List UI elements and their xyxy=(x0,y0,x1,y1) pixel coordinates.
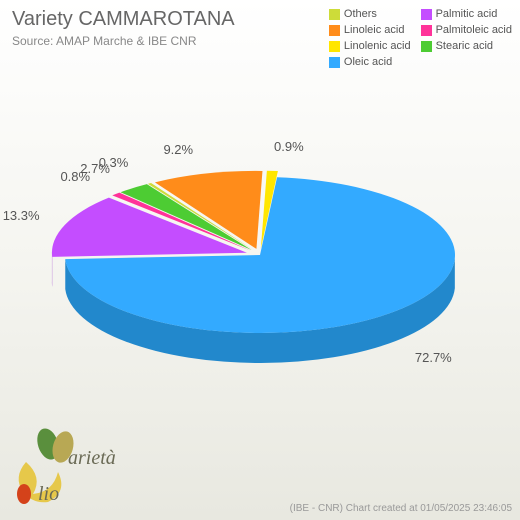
legend-label: Palmitic acid xyxy=(436,6,498,22)
slice-label: 0.9% xyxy=(274,139,304,154)
chart-subtitle: Source: AMAP Marche & IBE CNR xyxy=(12,34,197,48)
legend-item: Palmitoleic acid xyxy=(421,22,512,38)
legend-swatch xyxy=(329,25,340,36)
credit-line: (IBE - CNR) Chart created at 01/05/2025 … xyxy=(290,503,512,514)
logo-text-1: arietà xyxy=(68,447,116,469)
legend-item: Oleic acid xyxy=(329,54,411,70)
legend-label: Linolenic acid xyxy=(344,38,411,54)
slice-label: 0.3% xyxy=(99,155,129,170)
legend-label: Stearic acid xyxy=(436,38,493,54)
slice-label: 9.2% xyxy=(163,142,193,157)
slice-label: 13.3% xyxy=(3,208,40,223)
slice-label: 72.7% xyxy=(415,350,452,365)
legend-item: Linoleic acid xyxy=(329,22,411,38)
chart-title: Variety CAMMAROTANA xyxy=(12,8,235,31)
logo-text-2: lio xyxy=(38,483,59,505)
legend-label: Others xyxy=(344,6,377,22)
legend-label: Palmitoleic acid xyxy=(436,22,512,38)
legend: OthersLinoleic acidLinolenic acidOleic a… xyxy=(329,6,512,70)
legend-label: Oleic acid xyxy=(344,54,392,70)
legend-item: Others xyxy=(329,6,411,22)
legend-swatch xyxy=(329,9,340,20)
varieta-olio-logo: arietà lio xyxy=(8,422,138,512)
pie-svg xyxy=(0,80,520,440)
legend-swatch xyxy=(329,57,340,68)
pie-chart: 13.3%0.8%2.7%0.3%9.2%0.9%72.7% xyxy=(0,80,520,440)
legend-swatch xyxy=(421,25,432,36)
legend-item: Stearic acid xyxy=(421,38,512,54)
legend-item: Linolenic acid xyxy=(329,38,411,54)
legend-swatch xyxy=(421,9,432,20)
legend-label: Linoleic acid xyxy=(344,22,405,38)
legend-swatch xyxy=(329,41,340,52)
legend-item: Palmitic acid xyxy=(421,6,512,22)
logo-drop xyxy=(17,484,31,504)
legend-swatch xyxy=(421,41,432,52)
